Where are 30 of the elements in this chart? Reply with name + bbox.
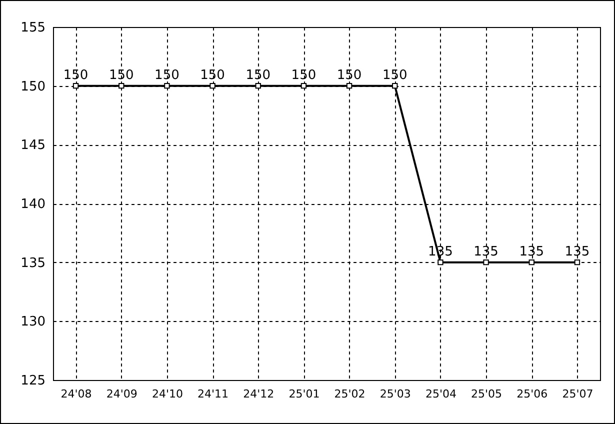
y-tick-label: 145 [20,138,46,154]
y-tick-label: 150 [20,79,46,94]
data-label: 150 [336,68,362,83]
x-tick-label: 25'01 [288,388,320,400]
y-tick-label: 130 [20,314,46,330]
y-tick-label: 135 [20,256,46,271]
data-label: 150 [63,68,88,83]
data-label: 135 [519,244,544,260]
x-tick-label: 25'02 [334,388,366,400]
data-label: 135 [474,244,498,260]
x-tick-label: 24'12 [243,388,274,400]
data-label: 150 [246,68,271,83]
y-tick-label: 140 [20,197,46,212]
x-tick-label: 24'09 [106,388,138,400]
x-tick-label: 24'08 [60,388,92,400]
y-tick-label: 125 [20,374,46,388]
data-label: 150 [382,68,408,83]
x-tick-label: 25'03 [380,388,411,400]
data-label: 135 [564,244,590,260]
y-tick-label: 155 [20,20,46,36]
x-tick-label: 25'07 [562,388,594,400]
data-label: 150 [291,68,316,83]
data-label: 150 [200,68,225,83]
x-tick-label: 24'11 [198,388,229,400]
x-tick-label: 25'05 [471,388,502,400]
data-label: 150 [154,68,180,83]
data-label: 150 [108,68,134,83]
x-tick-label: 24'10 [152,388,183,400]
x-tick-label: 25'04 [425,388,456,400]
x-tick-label: 25'06 [516,388,548,400]
